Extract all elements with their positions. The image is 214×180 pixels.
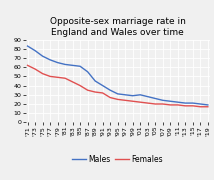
Line: Males: Males	[28, 46, 208, 105]
Males	[56, 62, 59, 64]
Legend: Males, Females: Males, Females	[69, 152, 166, 167]
Females	[162, 103, 164, 105]
Males	[199, 103, 202, 105]
Females	[94, 91, 97, 93]
Females	[64, 77, 66, 79]
Females	[192, 105, 194, 107]
Males	[116, 93, 119, 95]
Males	[154, 97, 157, 100]
Females	[26, 64, 29, 66]
Females	[184, 105, 187, 107]
Females	[146, 102, 149, 104]
Females	[207, 106, 209, 108]
Females	[131, 100, 134, 102]
Females	[71, 81, 74, 83]
Males	[192, 102, 194, 104]
Males	[79, 65, 81, 67]
Females	[86, 89, 89, 91]
Females	[177, 104, 179, 106]
Males	[71, 64, 74, 66]
Line: Females: Females	[28, 65, 208, 107]
Females	[169, 104, 172, 106]
Females	[116, 98, 119, 100]
Males	[94, 80, 97, 82]
Males	[146, 96, 149, 98]
Females	[49, 75, 51, 77]
Males	[131, 95, 134, 97]
Males	[49, 59, 51, 61]
Females	[124, 99, 126, 101]
Males	[124, 94, 126, 96]
Title: Opposite-sex marriage rate in
England and Wales over time: Opposite-sex marriage rate in England an…	[50, 17, 186, 37]
Females	[154, 103, 157, 105]
Females	[41, 73, 44, 75]
Males	[177, 101, 179, 103]
Males	[41, 55, 44, 57]
Females	[79, 85, 81, 87]
Females	[109, 96, 111, 99]
Males	[139, 94, 141, 96]
Females	[101, 92, 104, 94]
Females	[34, 68, 36, 70]
Males	[34, 50, 36, 52]
Females	[199, 106, 202, 108]
Males	[207, 104, 209, 106]
Males	[101, 85, 104, 87]
Males	[184, 102, 187, 104]
Males	[26, 45, 29, 47]
Males	[86, 71, 89, 73]
Males	[109, 89, 111, 91]
Males	[162, 99, 164, 101]
Females	[56, 76, 59, 78]
Males	[64, 63, 66, 66]
Females	[139, 101, 141, 103]
Males	[169, 100, 172, 102]
